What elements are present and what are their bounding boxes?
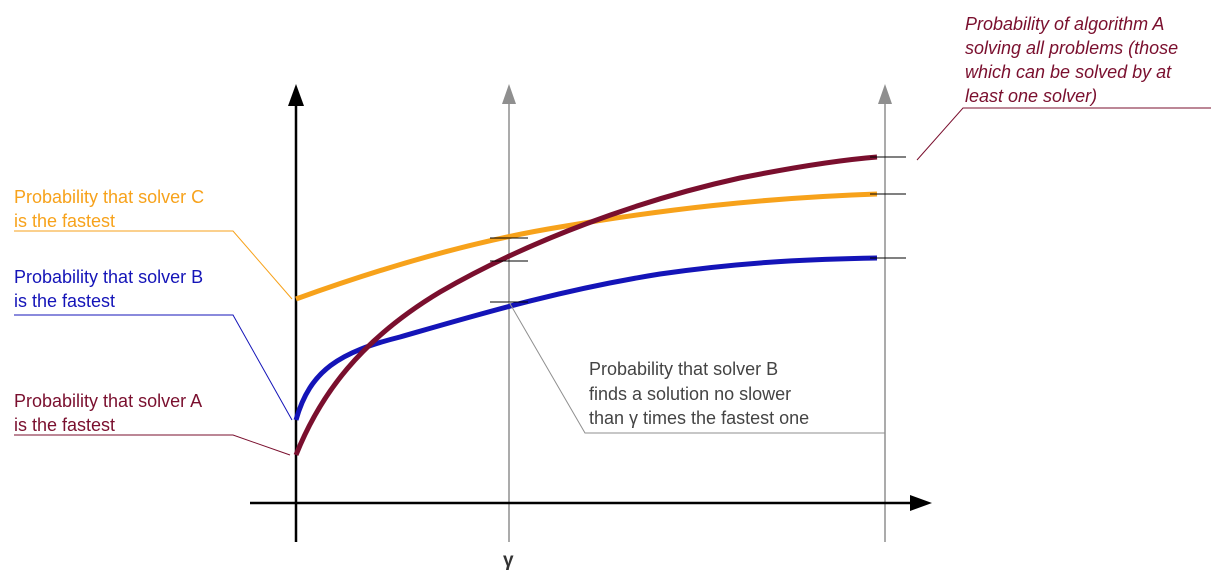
svg-text:γ: γ: [503, 550, 514, 571]
solver-b-gamma-leader: [508, 301, 885, 434]
solver-b-label-line-1: Probability that solver B: [14, 267, 203, 287]
solver-a-label-line-2: is the fastest: [14, 415, 115, 435]
y-axis-arrowhead: [288, 84, 304, 106]
solver-a-label-line-1: Probability that solver A: [14, 391, 202, 411]
solver-b-leader: [14, 314, 293, 421]
guide-lines: [502, 84, 892, 542]
label-algorithm-a: Probability of algorithm A solving all p…: [965, 14, 1178, 106]
svg-text:Probability that solver B: Probability that solver B: [14, 267, 203, 287]
algorithm-a-leader: [916, 107, 1211, 161]
solver-b-curve: [293, 255, 878, 421]
svg-text:Probability that solver B: Probability that solver B: [589, 359, 778, 379]
algorithm-a-label-line-4: least one solver): [965, 86, 1097, 106]
svg-text:is the fastest: is the fastest: [14, 415, 115, 435]
svg-text:is the fastest: is the fastest: [14, 291, 115, 311]
algorithm-a-label-line-3: which can be solved by at: [965, 62, 1172, 82]
algorithm-a-label-line-2: solving all problems (those: [965, 38, 1178, 58]
level-ticks: [490, 156, 906, 303]
solver-c-label-line-1: Probability that solver C: [14, 187, 204, 207]
axes: [250, 84, 932, 542]
label-solver-a: Probability that solver A is the fastest: [14, 391, 202, 435]
solver-b-gamma-label-line-1: Probability that solver B: [589, 359, 778, 379]
algorithm-a-label-line-1: Probability of algorithm A: [965, 14, 1164, 34]
solver-b-gamma-label-line-2: finds a solution no slower: [589, 384, 791, 404]
algorithm-a-curve: [293, 154, 878, 456]
gamma-guide-arrowhead: [502, 84, 516, 104]
solver-a-leader: [14, 434, 291, 456]
svg-text:than γ times the fastest one: than γ times the fastest one: [589, 408, 809, 428]
solver-b-label-line-2: is the fastest: [14, 291, 115, 311]
curves: [293, 154, 878, 456]
svg-text:Probability that solver C: Probability that solver C: [14, 187, 204, 207]
label-solver-c: Probability that solver C is the fastest: [14, 187, 204, 231]
svg-text:which can be solved by at: which can be solved by at: [965, 62, 1172, 82]
solver-c-curve: [295, 191, 878, 302]
svg-text:is the fastest: is the fastest: [14, 211, 115, 231]
label-solver-b: Probability that solver B is the fastest: [14, 267, 203, 311]
solver-b-gamma-label-line-3: than γ times the fastest one: [589, 408, 809, 428]
svg-text:Probability that solver A: Probability that solver A: [14, 391, 202, 411]
svg-text:Probability of algorithm A: Probability of algorithm A: [965, 14, 1164, 34]
x-axis-arrowhead: [910, 495, 932, 511]
solver-c-label-line-2: is the fastest: [14, 211, 115, 231]
gamma-axis-label: γ: [503, 550, 514, 571]
leader-lines: [14, 107, 1211, 456]
label-solver-b-gamma: Probability that solver B finds a soluti…: [589, 359, 809, 428]
svg-text:solving all problems (those: solving all problems (those: [965, 38, 1178, 58]
solver-c-leader: [14, 230, 293, 300]
svg-text:finds a solution no slower: finds a solution no slower: [589, 384, 791, 404]
max-guide-arrowhead: [878, 84, 892, 104]
svg-text:least one solver): least one solver): [965, 86, 1097, 106]
